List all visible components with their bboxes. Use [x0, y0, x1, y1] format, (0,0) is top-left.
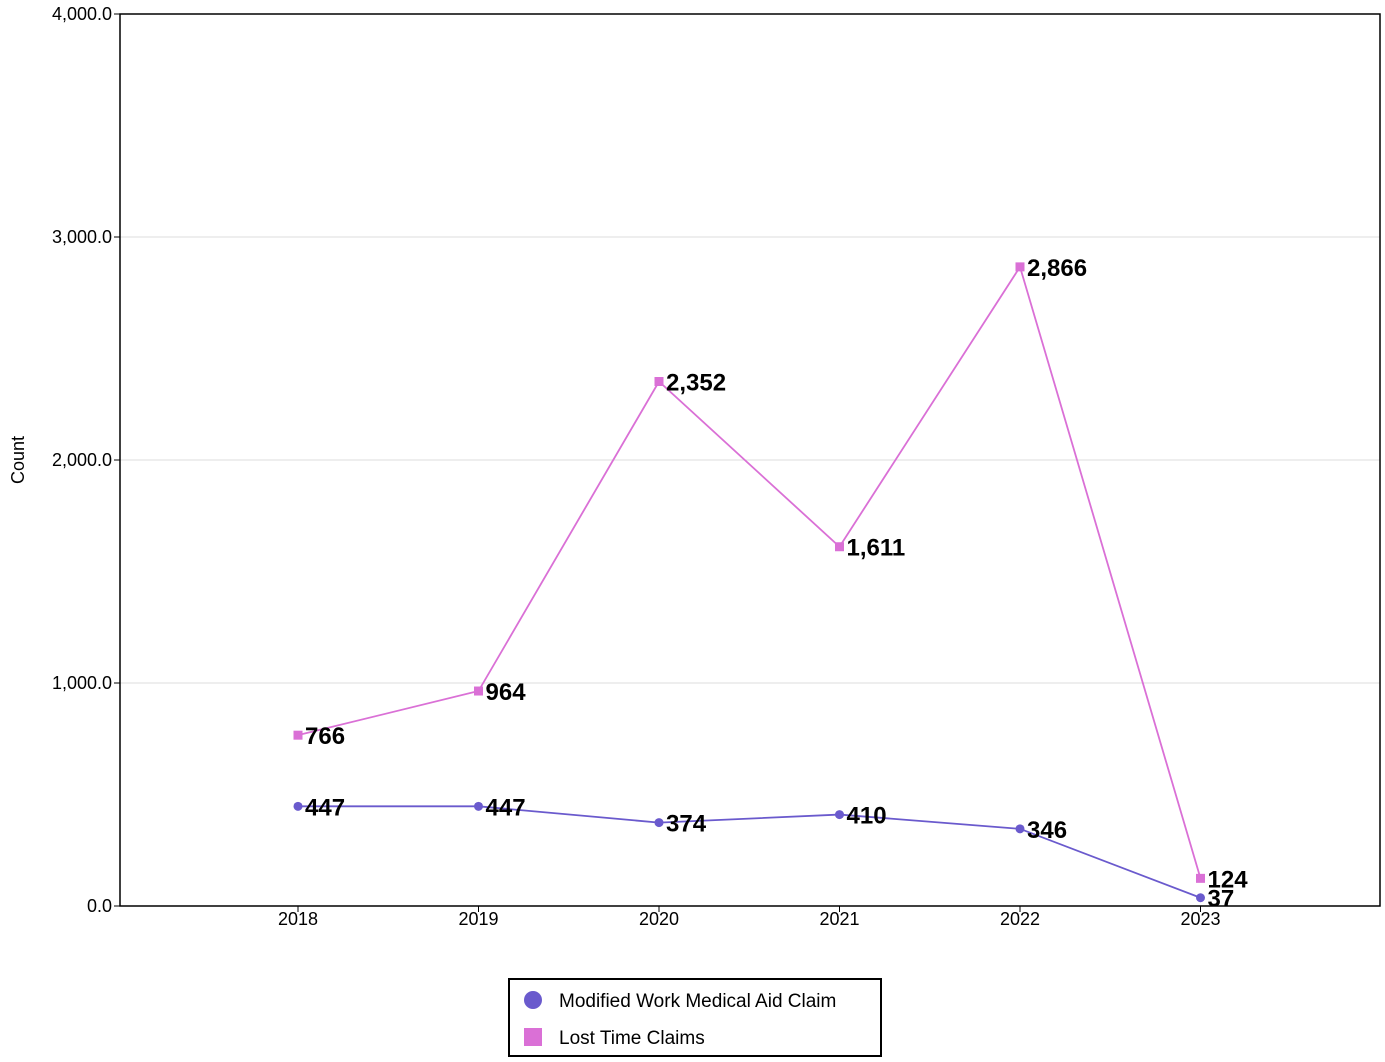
data-point-circle [293, 801, 303, 811]
y-tick-label: 1,000.0 [52, 673, 112, 693]
data-label: 447 [486, 794, 526, 821]
data-point-square [1015, 262, 1025, 272]
y-axis-title: Count [8, 436, 28, 484]
y-tick-label: 3,000.0 [52, 227, 112, 247]
y-tick-label: 2,000.0 [52, 450, 112, 470]
series-line [298, 805, 1201, 899]
data-point-square [474, 686, 483, 696]
gridlines [120, 236, 1380, 684]
data-label: 964 [486, 679, 527, 706]
legend-item: Lost Time Claims [524, 1028, 705, 1049]
data-label: 374 [666, 811, 707, 838]
data-point-circle [1196, 893, 1205, 903]
data-labels: 447 447 374 410 346 37 766 964 2,352 1,611 2,866 12… [305, 255, 1248, 913]
x-tick-label: 2019 [458, 909, 498, 929]
data-label: 1,611 [847, 535, 906, 562]
data-label: 2,866 [1027, 255, 1087, 282]
data-point-square [293, 730, 303, 740]
x-tick-label: 2020 [639, 909, 679, 929]
x-tick-label: 2018 [278, 909, 318, 929]
data-point-circle [1015, 824, 1025, 834]
legend-square-icon [524, 1028, 542, 1046]
data-point-circle [474, 801, 483, 811]
legend-items: Modified Work Medical Aid Claim Lost Time… [524, 991, 836, 1049]
legend: Modified Work Medical Aid Claim Lost Time… [508, 978, 882, 1057]
series-lines [293, 262, 1205, 903]
data-label: 37 [1208, 886, 1235, 913]
series-line [297, 264, 1202, 879]
data-point-square [1196, 873, 1205, 883]
x-tick-label: 2023 [1180, 909, 1220, 929]
legend-label: Lost Time Claims [559, 1028, 705, 1049]
x-tick-label: 2021 [819, 909, 859, 929]
legend-frame [508, 978, 882, 1057]
series-modified-work-medical-aid-claim [293, 801, 1205, 903]
data-label: 346 [1027, 817, 1067, 844]
data-point-circle [654, 818, 664, 828]
data-label: 447 [305, 794, 345, 821]
x-tick-label: 2022 [1000, 909, 1040, 929]
series-lost-time-claims [293, 262, 1205, 883]
y-tick-label: 4,000.0 [52, 4, 112, 24]
data-label: 2,352 [666, 370, 726, 397]
y-axis-ticks: 0.0 1,000.0 2,000.0 3,000.0 4,000.0 [52, 4, 120, 916]
data-label: 410 [847, 803, 887, 830]
data-point-circle [835, 810, 844, 820]
data-point-square [835, 542, 844, 552]
legend-circle-icon [524, 991, 542, 1009]
legend-label: Modified Work Medical Aid Claim [559, 991, 836, 1012]
y-tick-label: 0.0 [87, 896, 112, 916]
legend-item: Modified Work Medical Aid Claim [524, 991, 836, 1012]
data-label: 124 [1208, 866, 1249, 893]
data-point-square [654, 377, 664, 387]
x-axis-ticks: 2018 2019 2020 2021 2022 2023 [278, 906, 1221, 929]
data-label: 766 [305, 723, 345, 750]
